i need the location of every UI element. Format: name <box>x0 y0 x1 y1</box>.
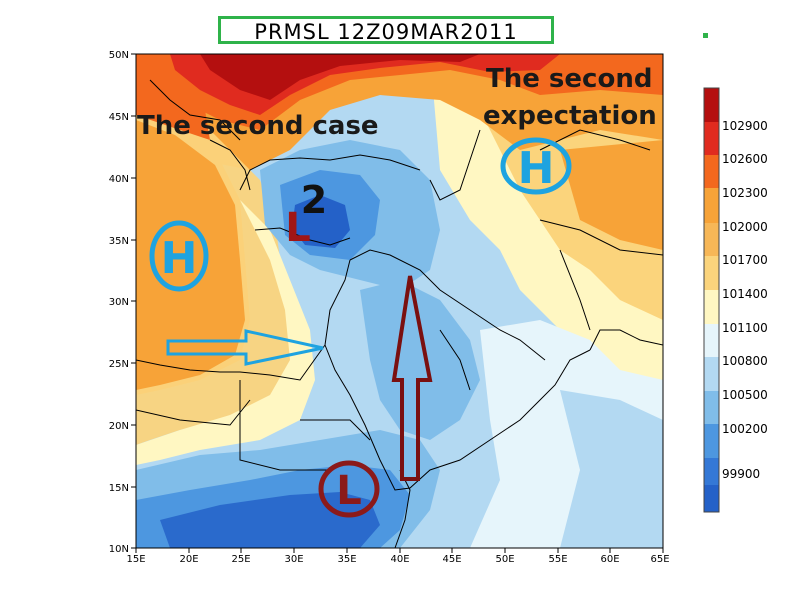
eastward-arrow <box>166 329 324 366</box>
lon-label: 35E <box>337 554 356 565</box>
colorbar-swatch <box>704 88 719 122</box>
colorbar-swatch <box>704 424 719 458</box>
annotation-second-expectation-line2: expectation <box>483 101 657 131</box>
colorbar-label: 102000 <box>722 220 768 234</box>
colorbar-swatch <box>704 122 719 155</box>
lon-label: 15E <box>126 554 145 565</box>
lon-label: 50E <box>495 554 514 565</box>
colorbar-swatch <box>704 485 719 512</box>
lon-label: 45E <box>442 554 461 565</box>
colorbar <box>703 87 720 513</box>
colorbar-swatch <box>704 188 719 223</box>
lon-labels: 15E 20E 25E 30E 35E 40E 45E 50E 55E 60E … <box>126 554 669 565</box>
lon-label: 65E <box>650 554 669 565</box>
annotation-second-case: The second case <box>137 111 379 141</box>
colorbar-label: 100200 <box>722 422 768 436</box>
coastlines <box>136 79 663 548</box>
low-pressure-north: L 2 <box>285 178 327 251</box>
lat-label: 30N <box>109 297 129 308</box>
lat-label: 40N <box>109 174 129 185</box>
high-pressure-west-label: H <box>161 233 198 284</box>
colorbar-swatch <box>704 458 719 485</box>
lat-label: 45N <box>109 112 129 123</box>
low-pressure-north-number: 2 <box>301 178 327 222</box>
map-title: PRMSL 12Z09MAR2011 <box>254 20 518 44</box>
lon-label: 60E <box>600 554 619 565</box>
high-pressure-west: H <box>149 220 209 292</box>
lat-label: 50N <box>109 50 129 61</box>
lon-label: 25E <box>231 554 250 565</box>
annotation-second-expectation-line1: The second <box>486 64 653 94</box>
colorbar-label: 101400 <box>722 287 768 301</box>
pressure-field <box>136 54 663 548</box>
colorbar-label: 99900 <box>722 467 761 481</box>
lon-label: 55E <box>548 554 567 565</box>
colorbar-swatch <box>704 223 719 256</box>
green-marker <box>703 33 708 38</box>
colorbar-label: 102600 <box>722 152 768 166</box>
colorbar-swatch <box>704 290 719 324</box>
colorbar-swatch <box>704 256 719 290</box>
northward-arrow <box>391 275 433 481</box>
lon-label: 40E <box>390 554 409 565</box>
low-pressure-north-label: L <box>285 205 311 251</box>
colorbar-label: 102900 <box>722 119 768 133</box>
colorbar-label: 101700 <box>722 253 768 267</box>
lat-labels: 50N 45N 40N 35N 30N 25N 20N 15N 10N <box>109 50 129 555</box>
colorbar-swatch <box>704 357 719 391</box>
colorbar-swatch <box>704 324 719 357</box>
lon-label: 20E <box>179 554 198 565</box>
lat-label: 10N <box>109 544 129 555</box>
lat-label: 15N <box>109 483 129 494</box>
lat-label: 25N <box>109 359 129 370</box>
low-pressure-south-label: L <box>336 468 362 514</box>
colorbar-label: 100800 <box>722 354 768 368</box>
colorbar-swatch <box>704 391 719 424</box>
colorbar-label: 101100 <box>722 321 768 335</box>
colorbar-label: 102300 <box>722 186 768 200</box>
colorbar-label: 100500 <box>722 388 768 402</box>
high-pressure-east-label: H <box>518 143 555 194</box>
axis-ticks <box>131 53 664 553</box>
lat-label: 35N <box>109 236 129 247</box>
high-pressure-east: H <box>500 137 572 195</box>
title-box: PRMSL 12Z09MAR2011 <box>218 16 554 44</box>
colorbar-swatch <box>704 155 719 188</box>
low-pressure-south: L <box>318 460 380 518</box>
lon-label: 30E <box>284 554 303 565</box>
lat-label: 20N <box>109 421 129 432</box>
